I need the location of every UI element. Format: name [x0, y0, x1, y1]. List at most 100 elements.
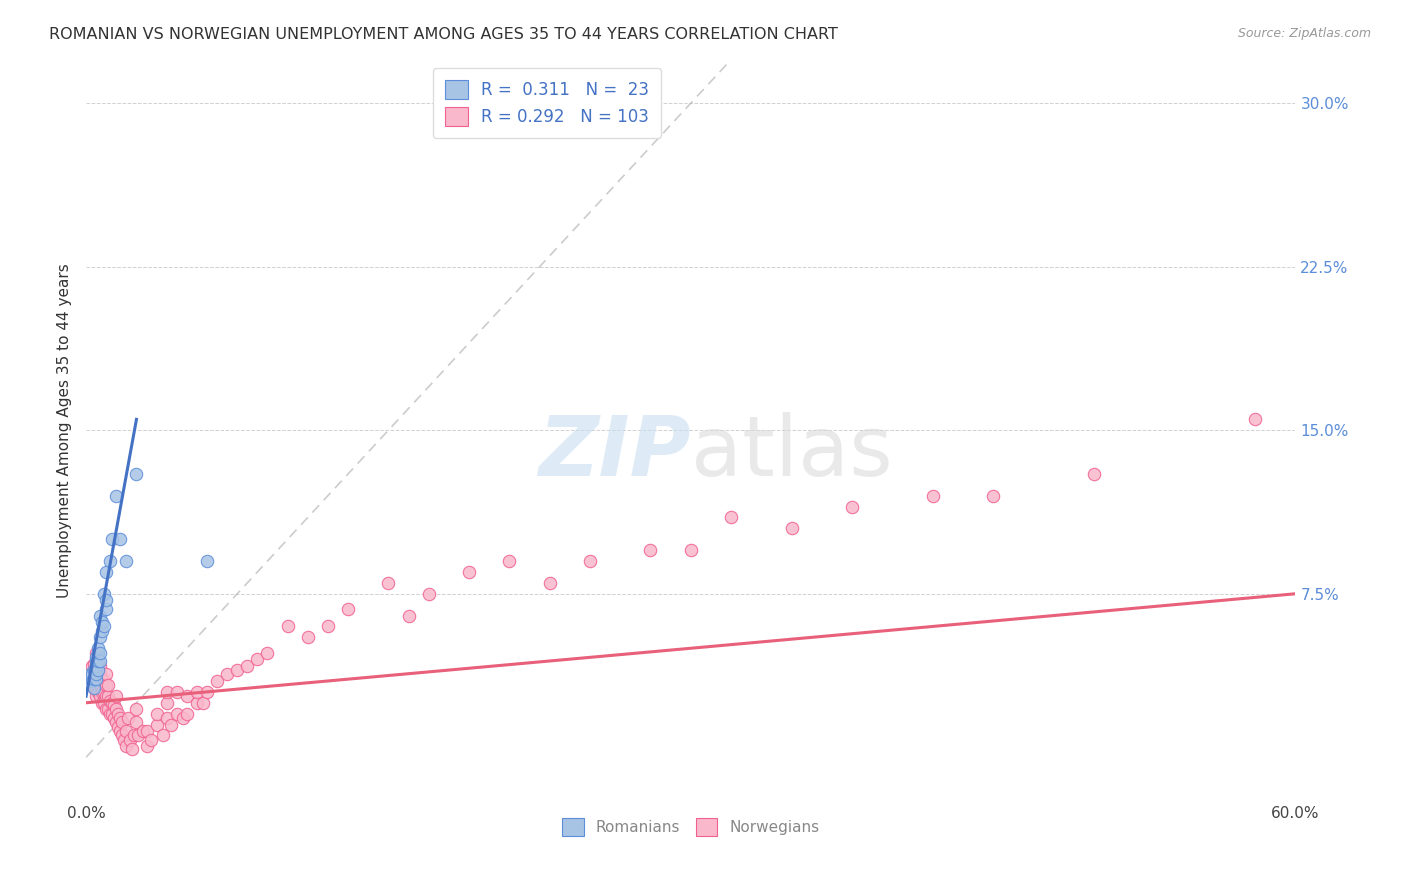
Point: [97, 702, 120, 716]
Point: [84, 672, 107, 686]
Point: [1244, 412, 1267, 426]
Point: [124, 729, 146, 743]
Point: [981, 489, 1004, 503]
Point: [96, 602, 118, 616]
Point: [96, 690, 118, 704]
Point: [498, 554, 520, 568]
Point: [110, 724, 132, 739]
Point: [236, 658, 259, 673]
Point: [91, 696, 114, 710]
Point: [125, 467, 148, 481]
Point: [679, 543, 702, 558]
Point: [145, 706, 167, 721]
Point: [83, 657, 105, 671]
Point: [83, 672, 105, 686]
Point: [87, 663, 110, 677]
Point: [640, 543, 662, 558]
Point: [337, 602, 360, 616]
Point: [82, 673, 104, 688]
Point: [176, 706, 198, 721]
Point: [89, 658, 111, 673]
Y-axis label: Unemployment Among Ages 35 to 44 years: Unemployment Among Ages 35 to 44 years: [58, 263, 72, 598]
Point: [84, 667, 107, 681]
Point: [93, 587, 115, 601]
Point: [84, 658, 107, 673]
Point: [186, 685, 208, 699]
Point: [84, 650, 107, 665]
Point: [398, 608, 420, 623]
Point: [125, 702, 148, 716]
Point: [89, 690, 111, 704]
Point: [87, 646, 110, 660]
Point: [152, 729, 174, 743]
Point: [101, 696, 124, 710]
Point: [115, 739, 138, 754]
Point: [89, 646, 111, 660]
Point: [93, 619, 115, 633]
Point: [91, 672, 114, 686]
Point: [82, 658, 104, 673]
Point: [89, 667, 111, 681]
Point: [127, 729, 149, 743]
Point: [98, 693, 121, 707]
Point: [139, 732, 162, 747]
Point: [84, 681, 107, 695]
Point: [195, 685, 218, 699]
Point: [98, 554, 121, 568]
Point: [87, 667, 110, 681]
Point: [103, 698, 125, 712]
Point: [110, 711, 132, 725]
Point: [93, 685, 115, 699]
Point: [107, 720, 129, 734]
Point: [172, 711, 194, 725]
Point: [205, 673, 228, 688]
Point: [89, 608, 111, 623]
Point: [84, 654, 107, 668]
Point: [105, 489, 128, 503]
Point: [135, 724, 157, 739]
Point: [112, 732, 135, 747]
Point: [97, 690, 120, 704]
Point: [107, 706, 129, 721]
Point: [83, 681, 105, 695]
Point: [166, 706, 188, 721]
Point: [91, 624, 114, 638]
Point: [115, 724, 138, 739]
Point: [82, 667, 104, 681]
Point: [87, 641, 110, 656]
Text: ROMANIAN VS NORWEGIAN UNEMPLOYMENT AMONG AGES 35 TO 44 YEARS CORRELATION CHART: ROMANIAN VS NORWEGIAN UNEMPLOYMENT AMONG…: [49, 27, 838, 42]
Point: [105, 690, 128, 704]
Point: [96, 702, 118, 716]
Point: [297, 631, 319, 645]
Point: [84, 667, 107, 681]
Point: [780, 521, 803, 535]
Point: [89, 654, 111, 668]
Point: [156, 685, 179, 699]
Point: [117, 711, 139, 725]
Point: [84, 658, 107, 673]
Point: [115, 554, 138, 568]
Point: [121, 741, 143, 756]
Point: [83, 681, 105, 695]
Point: [84, 690, 107, 704]
Point: [111, 715, 134, 730]
Point: [96, 678, 118, 692]
Point: [87, 685, 110, 699]
Point: [84, 646, 107, 660]
Point: [97, 678, 120, 692]
Point: [83, 667, 105, 681]
Point: [176, 690, 198, 704]
Point: [256, 646, 278, 660]
Point: [89, 678, 111, 692]
Point: [316, 619, 339, 633]
Text: Source: ZipAtlas.com: Source: ZipAtlas.com: [1237, 27, 1371, 40]
Point: [87, 676, 110, 690]
Point: [135, 739, 157, 754]
Point: [101, 533, 124, 547]
Point: [91, 685, 114, 699]
Point: [89, 631, 111, 645]
Point: [96, 667, 118, 681]
Point: [159, 717, 181, 731]
Point: [156, 711, 179, 725]
Point: [87, 658, 110, 673]
